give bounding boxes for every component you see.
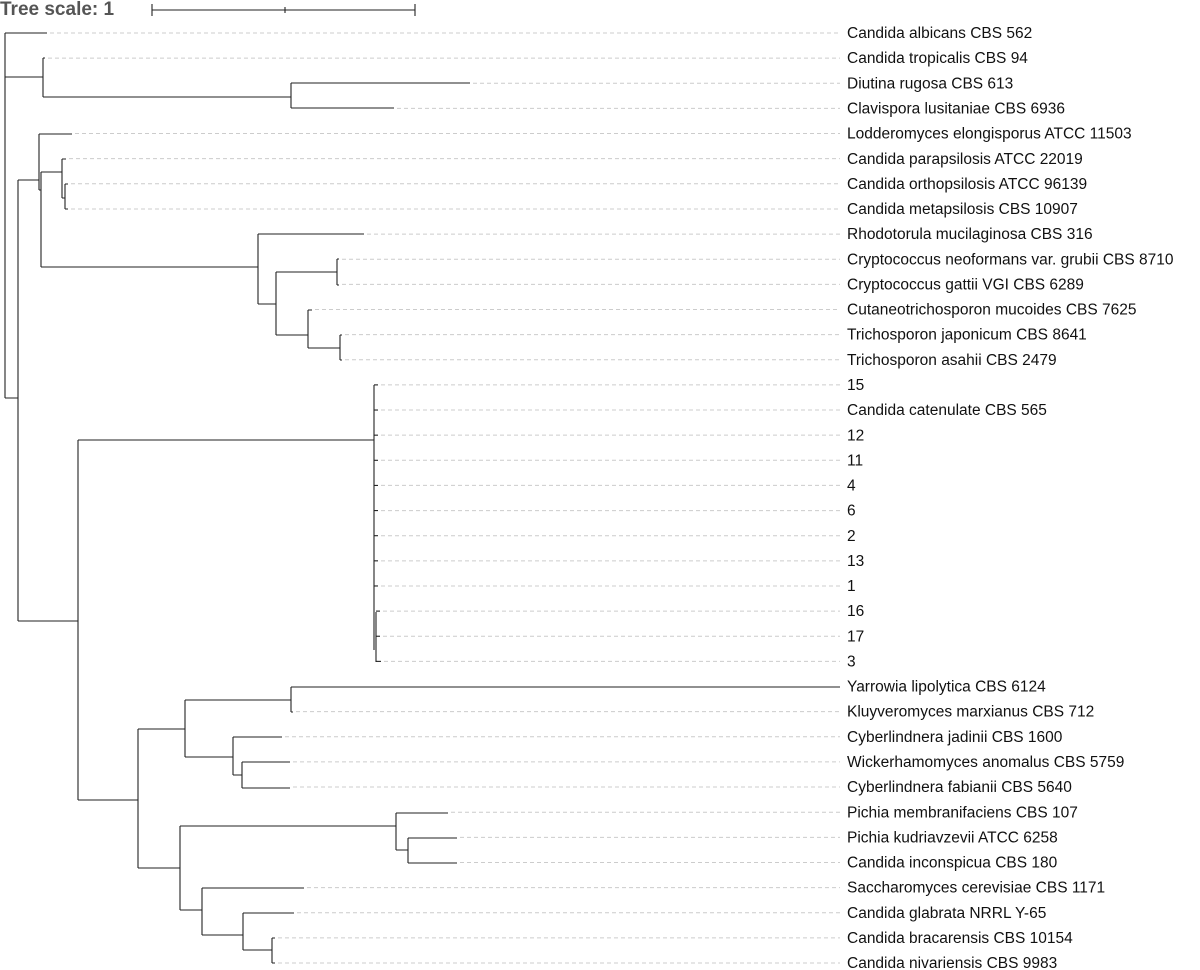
leaf-label: Kluyveromyces marxianus CBS 712 — [847, 704, 1094, 721]
leaf-label: Cyberlindnera jadinii CBS 1600 — [847, 729, 1063, 746]
leaf-label: Trichosporon japonicum CBS 8641 — [847, 327, 1087, 344]
leaf-label: 13 — [847, 553, 864, 570]
leaf-label: Candida catenulate CBS 565 — [847, 402, 1047, 419]
leaf-label: 17 — [847, 628, 864, 645]
leaf-label: Candida tropicalis CBS 94 — [847, 50, 1028, 67]
leaf-label: 2 — [847, 528, 856, 545]
leaf-label: 15 — [847, 377, 864, 394]
leaf-label: 1 — [847, 578, 856, 595]
leaf-label: Pichia membranifaciens CBS 107 — [847, 804, 1078, 821]
leaf-label: Yarrowia lipolytica CBS 6124 — [847, 679, 1046, 696]
leaf-label: Diutina rugosa CBS 613 — [847, 75, 1013, 92]
leaf-label: Cryptococcus neoformans var. grubii CBS … — [847, 251, 1174, 268]
leaf-label: Candida bracarensis CBS 10154 — [847, 930, 1073, 947]
leaf-label: 16 — [847, 603, 864, 620]
leaf-label: Rhodotorula mucilaginosa CBS 316 — [847, 226, 1093, 243]
leaf-label: 3 — [847, 653, 856, 670]
tree-scale-title: Tree scale: 1 — [0, 0, 115, 20]
leaf-label: Candida parapsilosis ATCC 22019 — [847, 151, 1083, 168]
leaf-label: Candida inconspicua CBS 180 — [847, 855, 1058, 872]
leaf-label: Pichia kudriavzevii ATCC 6258 — [847, 829, 1058, 846]
leaf-label: 6 — [847, 503, 856, 520]
leaf-label: Saccharomyces cerevisiae CBS 1171 — [847, 880, 1105, 897]
tree-branches — [4, 32, 840, 964]
leaf-label: Lodderomyces elongisporus ATCC 11503 — [847, 126, 1132, 143]
leaf-label: 4 — [847, 478, 856, 495]
leaf-label: Cryptococcus gattii VGI CBS 6289 — [847, 276, 1084, 293]
leaf-label: Cutaneotrichosporon mucoides CBS 7625 — [847, 302, 1137, 319]
scale-bar — [151, 4, 416, 16]
leaf-label: Clavispora lusitaniae CBS 6936 — [847, 100, 1065, 117]
leaf-label: Trichosporon asahii CBS 2479 — [847, 352, 1057, 369]
leaf-label: Candida glabrata NRRL Y-65 — [847, 905, 1046, 922]
leaf-label: Cyberlindnera fabianii CBS 5640 — [847, 779, 1072, 796]
leaf-label: 11 — [847, 452, 863, 469]
leaf-label: Candida metapsilosis CBS 10907 — [847, 201, 1078, 218]
leaf-label: 12 — [847, 427, 864, 444]
leaf-label: Candida orthopsilosis ATCC 96139 — [847, 176, 1087, 193]
leaf-label: Wickerhamomyces anomalus CBS 5759 — [847, 754, 1124, 771]
leaf-label: Candida albicans CBS 562 — [847, 25, 1032, 42]
leaf-label: Candida nivariensis CBS 9983 — [847, 955, 1057, 970]
